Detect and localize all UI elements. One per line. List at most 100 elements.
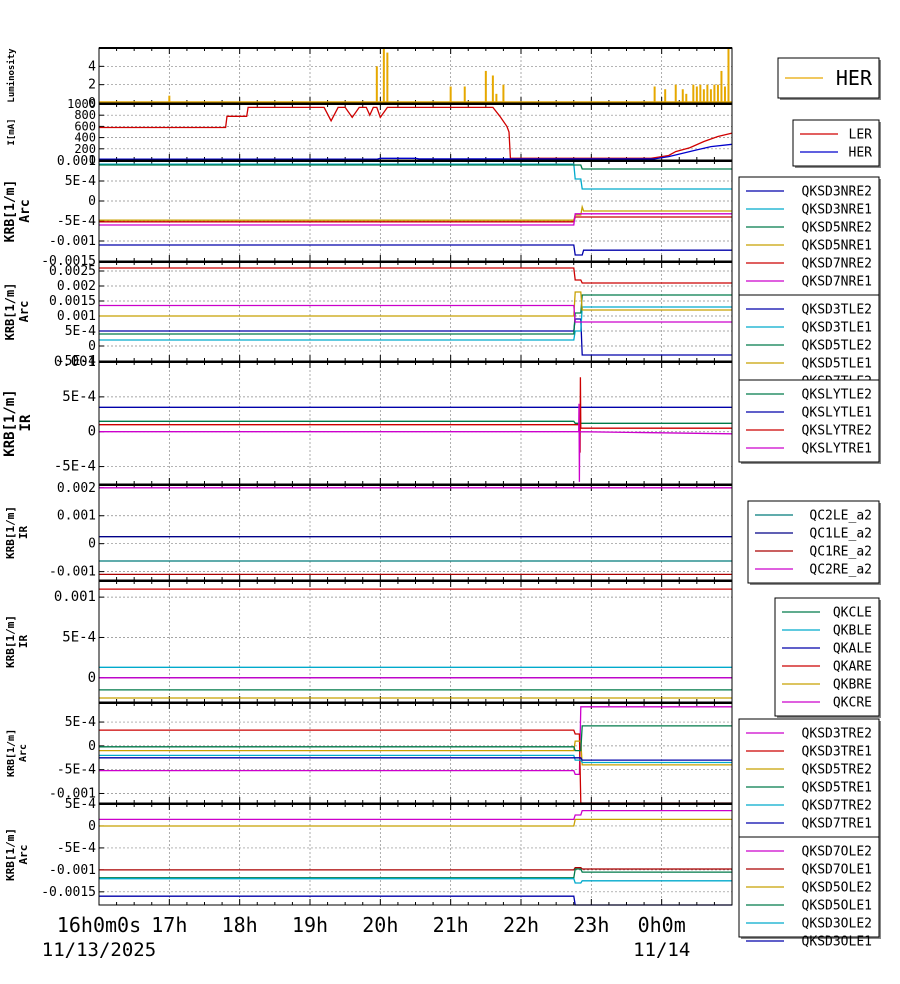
legend-label: QKSD5TLE2	[802, 339, 872, 354]
y-axis-label: IR	[17, 635, 30, 649]
panel-frame	[98, 702, 733, 804]
series-line-QKSD3NRE2	[99, 244, 732, 256]
series-line-QKSD7TRE1	[99, 757, 732, 761]
legend-label: QKSD5TRE1	[802, 781, 872, 796]
legend-box	[792, 119, 880, 167]
legend-arc_tre: QKSD3TRE2 QKSD3TRE1 QKSD5TRE2 QKSD5TRE1 QKSD…	[738, 718, 881, 845]
series-line-QKSLYTRE2	[99, 377, 732, 453]
legend-label: QKSD5TRE2	[802, 763, 872, 778]
y-tick-label: 4	[88, 59, 96, 74]
series-line-QKSD5OLE1	[99, 868, 732, 879]
y-tick-label: -0.0015	[41, 885, 96, 900]
y-axis-label: IR	[18, 414, 34, 431]
legend-box	[774, 597, 880, 717]
series-bar-HER	[386, 52, 389, 103]
y-tick-label: 0.001	[54, 589, 96, 605]
y-tick-label: 0.001	[57, 509, 96, 524]
x-tick-label: 17h	[151, 913, 187, 937]
series-line-QKSLYTLE2	[99, 420, 732, 424]
series-bar-HER	[695, 86, 698, 103]
y-tick-label: 0	[88, 194, 96, 209]
series-bar-HER	[502, 84, 505, 103]
series-bar-HER	[727, 48, 730, 103]
date-label: 11/13/2025	[42, 939, 156, 961]
legend-label: QKBRE	[833, 678, 872, 693]
series-bar-HER	[463, 86, 466, 103]
x-tick-label: 18h	[222, 913, 258, 937]
y-axis-label: KRB[1/m]	[4, 828, 17, 881]
y-tick-label: -5E-4	[57, 214, 96, 229]
x-tick-label: 19h	[292, 913, 328, 937]
legend-label: QKSLYTLE1	[802, 406, 872, 421]
y-tick-label: 5E-4	[65, 324, 96, 339]
series-line-QKSD5TRE2	[99, 740, 732, 766]
y-tick-label: 0.001	[54, 354, 96, 370]
y-tick-label: 0	[88, 424, 96, 440]
legend-label: QKSD7NRE1	[802, 275, 872, 290]
legend-label: QKSD3OLE1	[802, 935, 872, 950]
y-tick-label: 5E-4	[62, 389, 96, 405]
legend-label: QKSD5OLE2	[802, 881, 872, 896]
y-tick-label: 0.002	[57, 279, 96, 294]
legend-label: QKCRE	[833, 696, 872, 711]
series-line-QKSD3TLE1	[99, 306, 732, 341]
series-bar-HER	[709, 89, 712, 103]
y-axis-label: KRB[1/m]	[2, 389, 18, 456]
y-tick-label: 800	[74, 108, 96, 122]
y-tick-label: -5E-4	[57, 841, 96, 856]
date-label: 11/14	[633, 939, 690, 961]
y-axis-label: KRB[1/m]	[3, 180, 18, 243]
legend-ir_sly: QKSLYTLE2 QKSLYTLE1 QKSLYTRE2 QKSLYTRE1	[738, 379, 881, 464]
series-line-QKSD3TRE1	[99, 729, 732, 804]
y-tick-label: 0	[88, 339, 96, 354]
legend-label: QC1LE_a2	[809, 527, 872, 542]
series-bar-HER	[495, 93, 498, 103]
series-bar-HER	[491, 75, 494, 103]
panel-arc_ole: 5E-4 0 -5E-4 -0.001 -0.0015 KRB[1/m] Arc QKSD7O…	[4, 797, 881, 950]
y-tick-label: 0.0025	[49, 264, 96, 279]
legend-label: HER	[836, 66, 873, 90]
panel-frame	[98, 47, 733, 104]
series-bar-HER	[702, 89, 705, 103]
y-tick-label: -0.001	[49, 234, 96, 249]
series-bar-HER	[681, 89, 684, 103]
series-line-QKSD5TRE1	[99, 725, 732, 752]
y-tick-label: -0.001	[49, 786, 96, 801]
series-line-HER	[99, 143, 733, 160]
legend-label: QKALE	[833, 642, 872, 657]
y-axis-label: Luminosity	[6, 48, 17, 103]
y-axis-label: Arc	[18, 199, 33, 222]
legend-label: QKSD3OLE2	[802, 917, 872, 932]
legend-label: QC1RE_a2	[809, 545, 872, 560]
y-tick-label: 5E-4	[65, 715, 96, 730]
series-bar-HER	[484, 70, 487, 103]
legend-box	[738, 176, 880, 296]
series-line-QKSD3TRE2	[99, 706, 732, 776]
panel-ir_sly: 0.001 5E-4 0 -5E-4 KRB[1/m] IR QKSLYTLE2QKSLYT…	[2, 354, 881, 485]
series-bar-HER	[692, 84, 695, 103]
legend-ir_qc: QC2LE_a2 QC1LE_a2 QC1RE_a2 QC2RE_a2	[747, 500, 881, 585]
panel-frame	[98, 103, 733, 161]
series-line-QKSD3TLE2	[99, 318, 732, 356]
y-tick-label: 400	[74, 131, 96, 145]
series-line-QKSD7OLE2	[99, 809, 732, 821]
y-tick-label: -5E-4	[54, 459, 96, 475]
panel-luminosity: 0 2 4 Luminosity HER	[6, 47, 881, 111]
panel-arc_nre: 0.001 5E-4 0 -5E-4 -0.001 -0.0015 KRB[1/m] Arc Q…	[3, 154, 881, 297]
series-bar-HER	[449, 86, 452, 103]
legend-current: LER HER	[792, 119, 881, 168]
series-bar-HER	[723, 86, 726, 103]
y-tick-label: 5E-4	[65, 174, 96, 189]
y-tick-label: 0	[88, 739, 96, 754]
series-line-QKSD7TRE2	[99, 754, 732, 764]
legend-label: HER	[849, 146, 873, 161]
panel-frame	[98, 484, 733, 581]
series-bar-HER	[713, 84, 716, 103]
series-line-QKSD5TLE1	[99, 291, 732, 317]
legend-label: QKSD3TLE1	[802, 321, 872, 336]
series-bar-HER	[382, 48, 385, 103]
series-bar-HER	[720, 70, 723, 103]
legend-arc_nre: QKSD3NRE2 QKSD3NRE1 QKSD5NRE2 QKSD5NRE1 QKSD…	[738, 176, 881, 297]
y-tick-label: -5E-4	[57, 354, 96, 369]
